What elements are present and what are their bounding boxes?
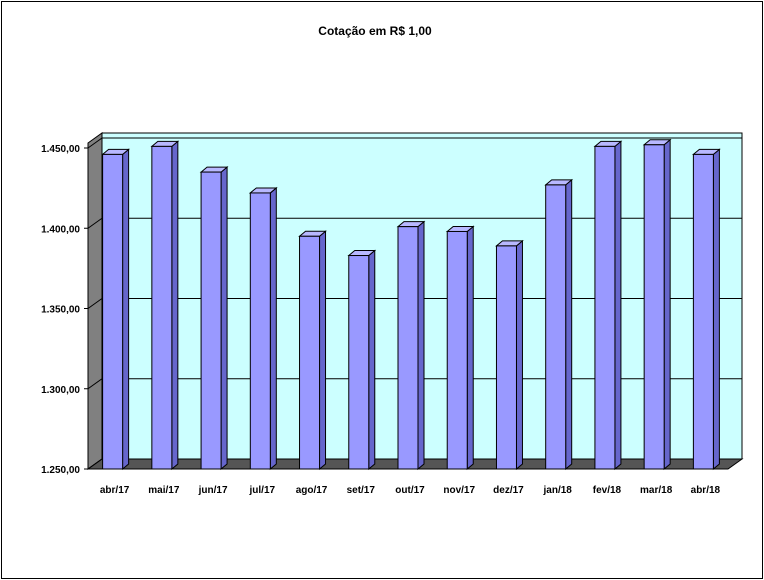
bar — [199, 166, 229, 471]
bar-front — [397, 226, 419, 470]
x-tick-label: jun/17 — [198, 485, 228, 496]
x-tick-label: dez/17 — [493, 485, 524, 496]
bar-side — [171, 140, 179, 471]
x-tick-label: jul/17 — [249, 485, 276, 496]
gridline-side — [87, 217, 103, 229]
bar — [101, 148, 130, 471]
x-tick-label: mai/17 — [148, 485, 180, 496]
y-tick-label: 1.300,00 — [41, 385, 80, 396]
gridline-side — [87, 378, 103, 390]
bar-front — [446, 230, 468, 470]
bar-front — [692, 153, 714, 470]
x-tick-label: abr/17 — [100, 485, 130, 496]
y-tick-label: 1.250,00 — [41, 465, 80, 476]
bar-side — [319, 230, 327, 471]
bar — [593, 140, 623, 471]
bar-side — [565, 178, 573, 471]
bar-side — [269, 186, 277, 471]
bar-front — [151, 145, 173, 470]
bar-front — [495, 245, 517, 470]
bar-side — [417, 220, 425, 471]
bar-front — [200, 171, 222, 470]
bars — [101, 138, 721, 471]
bar — [347, 249, 377, 471]
bar-front — [249, 192, 271, 470]
bar-side — [712, 148, 720, 471]
x-tick-label: set/17 — [347, 485, 376, 496]
bar — [445, 225, 475, 471]
bar — [248, 186, 278, 471]
bar-front — [299, 235, 321, 470]
x-tick-label: nov/17 — [443, 485, 475, 496]
bar — [544, 178, 574, 471]
bar-front — [545, 184, 567, 470]
bar-front — [594, 145, 616, 470]
chart-title: Cotação em R$ 1,00 — [318, 24, 432, 38]
x-tick-label: mar/18 — [640, 485, 673, 496]
bar-side — [368, 249, 376, 471]
gridline-side — [87, 298, 103, 309]
x-tick-label: jan/18 — [543, 485, 573, 496]
bar-side — [515, 239, 523, 471]
bar — [692, 148, 721, 471]
bar-front — [348, 255, 370, 470]
y-tick-label: 1.400,00 — [41, 224, 80, 235]
bar-side — [220, 166, 228, 471]
y-axis-ticks: 1.250,00 1.300,00 1.350,00 1.400,00 1.450,00 — [41, 144, 88, 476]
x-tick-label: ago/17 — [296, 485, 328, 496]
bar-side — [466, 225, 474, 471]
bar — [298, 230, 327, 471]
x-axis-ticks: abr/17 mai/17 jun/17 jul/17 ago/17 set/17 out/… — [100, 485, 721, 496]
gridline-side — [87, 458, 103, 470]
bar-front — [102, 153, 124, 470]
bar — [396, 220, 426, 471]
bar-side — [122, 148, 130, 471]
x-tick-label: fev/18 — [593, 485, 622, 496]
gridline-side — [87, 137, 103, 149]
bar-front — [643, 144, 665, 470]
bar — [495, 239, 524, 471]
bar-side — [614, 140, 622, 471]
bar — [150, 140, 180, 471]
x-tick-label: abr/18 — [691, 485, 721, 496]
y-tick-label: 1.350,00 — [41, 305, 80, 316]
y-tick-label: 1.450,00 — [41, 144, 80, 155]
x-tick-label: out/17 — [395, 485, 425, 496]
bar — [642, 138, 672, 471]
plot-side-wall — [87, 132, 103, 470]
bar-side — [663, 138, 671, 471]
